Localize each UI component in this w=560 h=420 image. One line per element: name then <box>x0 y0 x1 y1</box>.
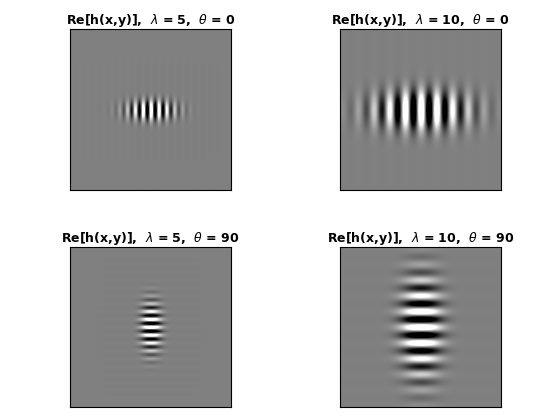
Title: Re[h(x,y)],  $\lambda$ = 10,  $\theta$ = 90: Re[h(x,y)], $\lambda$ = 10, $\theta$ = 9… <box>327 230 514 247</box>
Title: Re[h(x,y)],  $\lambda$ = 5,  $\theta$ = 90: Re[h(x,y)], $\lambda$ = 5, $\theta$ = 90 <box>62 230 240 247</box>
Title: Re[h(x,y)],  $\lambda$ = 5,  $\theta$ = 0: Re[h(x,y)], $\lambda$ = 5, $\theta$ = 0 <box>66 13 236 29</box>
Title: Re[h(x,y)],  $\lambda$ = 10,  $\theta$ = 0: Re[h(x,y)], $\lambda$ = 10, $\theta$ = 0 <box>331 13 510 29</box>
